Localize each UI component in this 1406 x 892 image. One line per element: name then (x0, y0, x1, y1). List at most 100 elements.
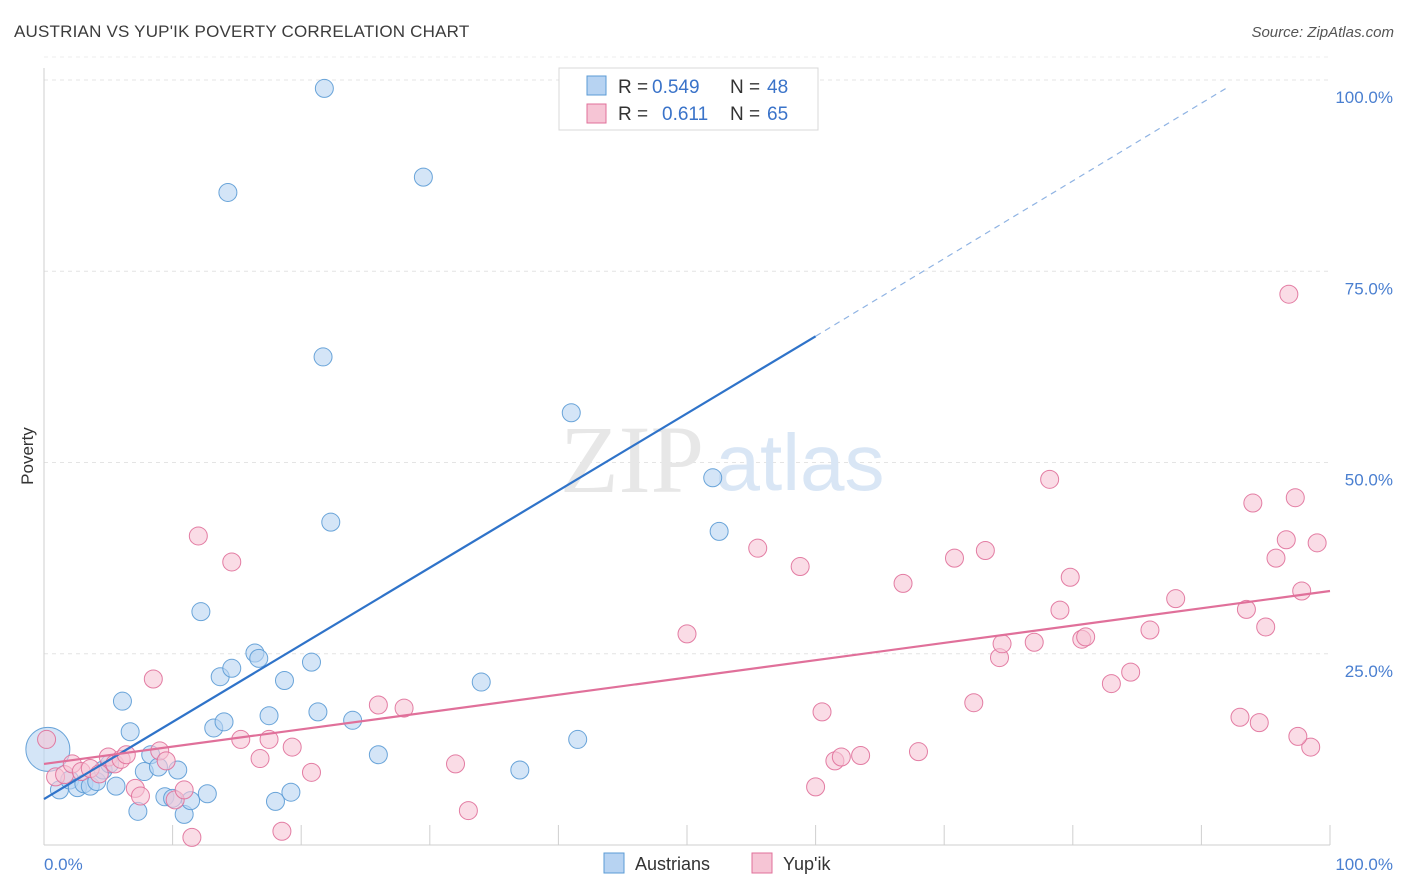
yupik-point-24 (272, 821, 292, 841)
bottom-legend-swatch-austrians (603, 852, 625, 874)
legend-n-label-1: N = (730, 77, 760, 98)
yupik-point-46 (1024, 632, 1044, 652)
yupik-point-67 (1288, 726, 1308, 746)
yupik-point-30 (458, 801, 478, 821)
yupik-point-56 (1230, 707, 1250, 727)
y-tick-label-1: 50.0% (1345, 471, 1393, 490)
legend-r-label-2: R = (618, 104, 648, 125)
bottom-legend-austrians: Austrians (635, 854, 710, 874)
yupik-point-27 (368, 695, 388, 715)
watermark-zip: ZIP (560, 406, 704, 513)
austrians-point-32 (308, 702, 328, 722)
yupik-point-12 (130, 786, 150, 806)
yupik-point-59 (1249, 713, 1269, 733)
austrians-point-33 (313, 347, 333, 367)
yupik-point-37 (831, 747, 851, 767)
austrians-point-25 (222, 658, 242, 678)
yupik-point-20 (222, 552, 242, 572)
yupik-point-60 (1256, 617, 1276, 637)
austrians-point-27 (249, 648, 269, 668)
watermark-atlas: atlas (716, 418, 885, 507)
austrians-point-11 (120, 722, 140, 742)
y-axis-label: Poverty (18, 427, 37, 485)
legend-n-value-1: 48 (767, 77, 788, 98)
yupik-point-58 (1243, 493, 1263, 513)
austrians-point-36 (471, 672, 491, 692)
austrians-point-41 (709, 521, 729, 541)
austrians-point-35 (368, 745, 388, 765)
bottom-legend-swatch-yupik (751, 852, 773, 874)
yupik-point-29 (446, 754, 466, 774)
austrians-point-47 (259, 706, 279, 726)
austrians-point-40 (703, 468, 723, 488)
yupik-point-6 (89, 764, 109, 784)
yupik-point-19 (188, 526, 208, 546)
legend-r-label-1: R = (618, 77, 648, 98)
austrians-point-30 (281, 782, 301, 802)
yupik-point-34 (806, 777, 826, 797)
yupik-point-68 (1279, 284, 1299, 304)
austrians-point-28 (265, 791, 285, 811)
yupik-trend-line (43, 589, 1331, 766)
yupik-point-63 (1285, 488, 1305, 508)
yupik-point-28 (394, 698, 414, 718)
austrians-point-31 (301, 652, 321, 672)
stats-legend: R = 0.549 N = 48 R = 0.611 N = 65 (558, 67, 819, 131)
yupik-point-31 (677, 624, 697, 644)
yupik-point-45 (992, 634, 1012, 654)
yupik-point-47 (1040, 469, 1060, 489)
yupik-point-62 (1276, 530, 1296, 550)
yupik-point-21 (231, 729, 251, 749)
yupik-point-65 (1307, 533, 1327, 553)
chart-source: Source: ZipAtlas.com (1251, 24, 1394, 41)
yupik-point-17 (174, 780, 194, 800)
yupik-point-41 (944, 548, 964, 568)
yupik-point-54 (1140, 620, 1160, 640)
yupik-point-38 (851, 745, 871, 765)
legend-r-value-1: 0.549 (652, 77, 700, 98)
austrians-point-42 (218, 182, 238, 202)
yupik-point-18 (182, 827, 202, 847)
yupik-point-64 (1292, 581, 1312, 601)
austrians-point-39 (568, 729, 588, 749)
austrians-point-9 (106, 776, 126, 796)
yupik-points (37, 284, 1327, 847)
bottom-legend-yupik: Yup'ik (783, 854, 831, 874)
austrians-point-43 (314, 78, 334, 98)
austrians-point-10 (112, 691, 132, 711)
axes (43, 68, 1331, 846)
y-tick-label-2: 75.0% (1345, 279, 1393, 298)
austrians-point-44 (413, 167, 433, 187)
legend-r-value-2: 0.611 (662, 104, 708, 125)
austrians-point-34 (321, 512, 341, 532)
yupik-point-25 (282, 737, 302, 757)
austrians-trend-line (43, 335, 817, 801)
yupik-point-55 (1166, 589, 1186, 609)
yupik-point-53 (1121, 662, 1141, 682)
yupik-point-40 (908, 742, 928, 762)
austrians-trend-extension (815, 87, 1228, 337)
austrians-point-22 (197, 784, 217, 804)
yupik-point-26 (301, 762, 321, 782)
austrians-point-21 (191, 602, 211, 622)
x-tick-label-0: 0.0% (44, 855, 83, 874)
yupik-point-22 (250, 749, 270, 769)
x-tick-label-1: 100.0% (1335, 855, 1393, 874)
yupik-point-35 (812, 702, 832, 722)
yupik-point-66 (1301, 737, 1321, 757)
yupik-point-43 (975, 540, 995, 560)
y-tick-label-3: 100.0% (1335, 88, 1393, 107)
yupik-point-49 (1060, 567, 1080, 587)
series-legend: Austrians Yup'ik (603, 852, 831, 874)
yupik-point-13 (143, 669, 163, 689)
yupik-point-48 (1050, 600, 1070, 620)
tick-labels: 25.0% 50.0% 75.0% 100.0% 0.0% 100.0% (44, 88, 1393, 874)
austrians-point-45 (214, 712, 234, 732)
chart-title: AUSTRIAN VS YUP'IK POVERTY CORRELATION C… (14, 22, 470, 41)
legend-swatch-austrians (586, 75, 607, 96)
trend-lines (43, 87, 1331, 801)
y-tick-label-0: 25.0% (1345, 662, 1393, 681)
yupik-point-15 (156, 751, 176, 771)
austrians-point-37 (510, 760, 530, 780)
